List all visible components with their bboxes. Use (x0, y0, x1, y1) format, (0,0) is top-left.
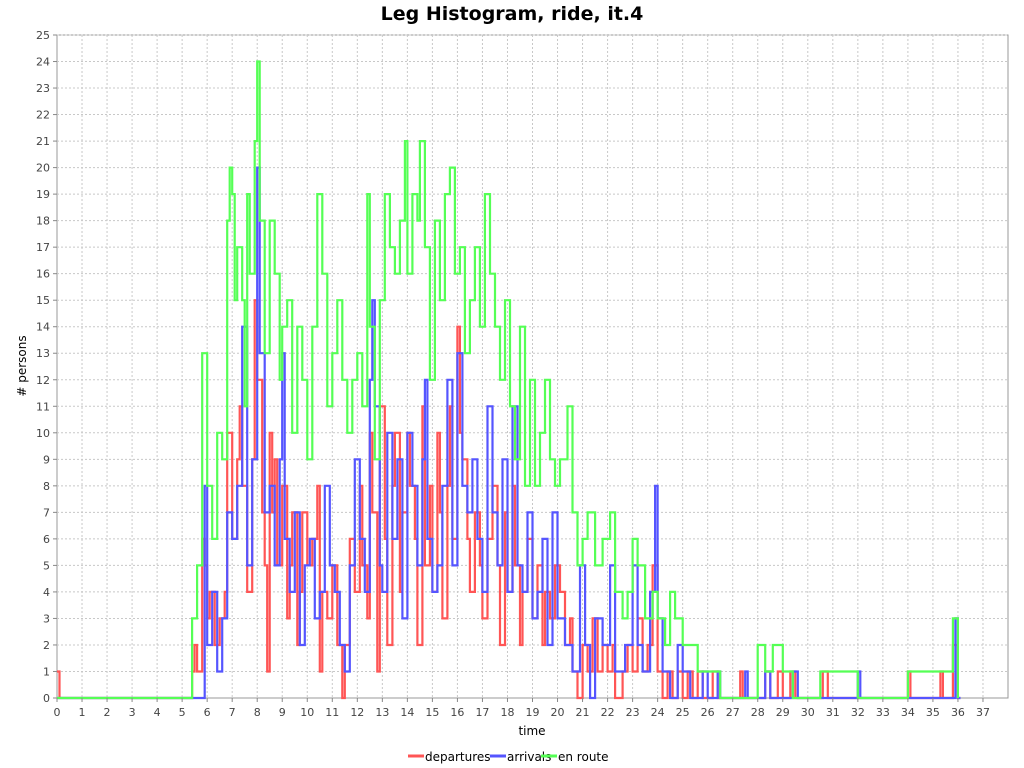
y-tick-label: 11 (36, 400, 50, 413)
x-tick-label: 25 (676, 706, 690, 719)
series-line-arrivals (57, 166, 961, 700)
y-tick-label: 8 (43, 480, 50, 493)
x-tick-label: 29 (776, 706, 790, 719)
x-tick-label: 1 (79, 706, 86, 719)
x-tick-label: 3 (129, 706, 136, 719)
x-tick-label: 16 (450, 706, 464, 719)
series-layer (57, 60, 961, 700)
x-tick-label: 28 (751, 706, 765, 719)
chart-title: Leg Histogram, ride, it.4 (380, 3, 644, 25)
x-tick-label: 11 (325, 706, 339, 719)
y-tick-label: 1 (43, 665, 50, 678)
x-tick-label: 6 (204, 706, 211, 719)
x-tick-label: 8 (254, 706, 261, 719)
y-tick-label: 7 (43, 506, 50, 519)
x-tick-label: 32 (851, 706, 865, 719)
x-tick-label: 7 (229, 706, 236, 719)
x-tick-label: 17 (475, 706, 489, 719)
y-tick-label: 23 (36, 82, 50, 95)
y-tick-label: 15 (36, 294, 50, 307)
x-tick-label: 14 (400, 706, 414, 719)
x-tick-label: 5 (179, 706, 186, 719)
x-tick-label: 34 (901, 706, 915, 719)
x-tick-label: 22 (601, 706, 615, 719)
y-tick-label: 2 (43, 639, 50, 652)
y-tick-label: 5 (43, 559, 50, 572)
series-line-en-route (57, 60, 959, 700)
x-axis-label: time (518, 724, 545, 738)
axes: 0123456789101112131415161718192021222324… (36, 29, 990, 719)
x-tick-label: 4 (154, 706, 161, 719)
x-tick-label: 35 (926, 706, 940, 719)
legend-label-en-route: en route (558, 750, 609, 764)
legend: departures arrivals en route (408, 750, 609, 764)
y-tick-label: 14 (36, 321, 50, 334)
x-tick-label: 30 (801, 706, 815, 719)
y-tick-label: 16 (36, 268, 50, 281)
y-tick-label: 19 (36, 188, 50, 201)
x-tick-label: 37 (976, 706, 990, 719)
y-tick-label: 22 (36, 109, 50, 122)
x-tick-label: 19 (526, 706, 540, 719)
y-tick-label: 9 (43, 453, 50, 466)
x-tick-label: 27 (726, 706, 740, 719)
x-tick-label: 2 (104, 706, 111, 719)
y-tick-label: 17 (36, 241, 50, 254)
x-tick-label: 23 (626, 706, 640, 719)
y-tick-label: 6 (43, 533, 50, 546)
y-tick-label: 12 (36, 374, 50, 387)
x-tick-label: 0 (54, 706, 61, 719)
y-tick-label: 10 (36, 427, 50, 440)
y-tick-label: 24 (36, 56, 50, 69)
x-tick-label: 15 (425, 706, 439, 719)
x-tick-label: 21 (576, 706, 590, 719)
x-tick-label: 13 (375, 706, 389, 719)
x-tick-label: 36 (951, 706, 965, 719)
legend-label-arrivals: arrivals (507, 750, 551, 764)
legend-label-departures: departures (425, 750, 491, 764)
y-tick-label: 21 (36, 135, 50, 148)
x-tick-label: 18 (500, 706, 514, 719)
x-tick-label: 33 (876, 706, 890, 719)
y-tick-label: 3 (43, 612, 50, 625)
x-tick-label: 12 (350, 706, 364, 719)
x-tick-label: 26 (701, 706, 715, 719)
x-tick-label: 9 (279, 706, 286, 719)
y-tick-label: 0 (43, 692, 50, 705)
x-tick-label: 20 (551, 706, 565, 719)
y-tick-label: 20 (36, 162, 50, 175)
x-tick-label: 31 (826, 706, 840, 719)
x-tick-label: 10 (300, 706, 314, 719)
y-tick-label: 13 (36, 347, 50, 360)
y-tick-label: 18 (36, 215, 50, 228)
y-tick-label: 4 (43, 586, 50, 599)
x-tick-label: 24 (651, 706, 665, 719)
y-axis-label: # persons (15, 335, 29, 396)
y-tick-label: 25 (36, 29, 50, 42)
